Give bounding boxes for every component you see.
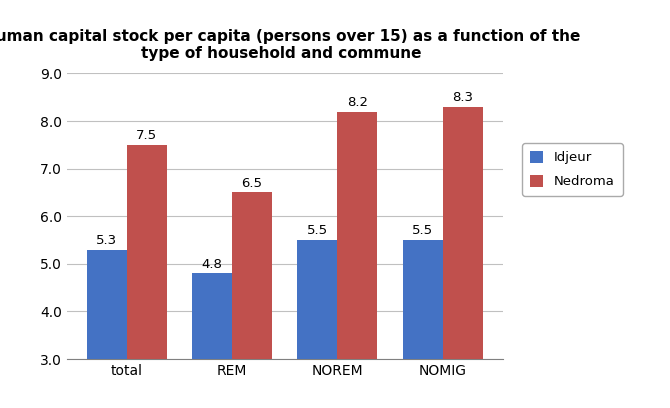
- Text: Human capital stock per capita (persons over 15) as a function of the
type of ho: Human capital stock per capita (persons …: [0, 29, 580, 61]
- Bar: [403, 240, 443, 408]
- Text: 6.5: 6.5: [242, 177, 263, 190]
- Text: 5.5: 5.5: [412, 224, 433, 237]
- Bar: [338, 111, 377, 408]
- Text: 7.5: 7.5: [136, 129, 157, 142]
- Bar: [232, 193, 272, 408]
- Text: 8.2: 8.2: [347, 95, 368, 109]
- Bar: [297, 240, 338, 408]
- Bar: [127, 145, 167, 408]
- Text: 5.5: 5.5: [307, 224, 328, 237]
- Text: 4.8: 4.8: [202, 257, 222, 271]
- Text: 8.3: 8.3: [452, 91, 473, 104]
- Bar: [443, 107, 482, 408]
- Bar: [192, 273, 232, 408]
- Bar: [87, 250, 127, 408]
- Legend: Idjeur, Nedroma: Idjeur, Nedroma: [522, 143, 622, 196]
- Text: 5.3: 5.3: [96, 234, 117, 247]
